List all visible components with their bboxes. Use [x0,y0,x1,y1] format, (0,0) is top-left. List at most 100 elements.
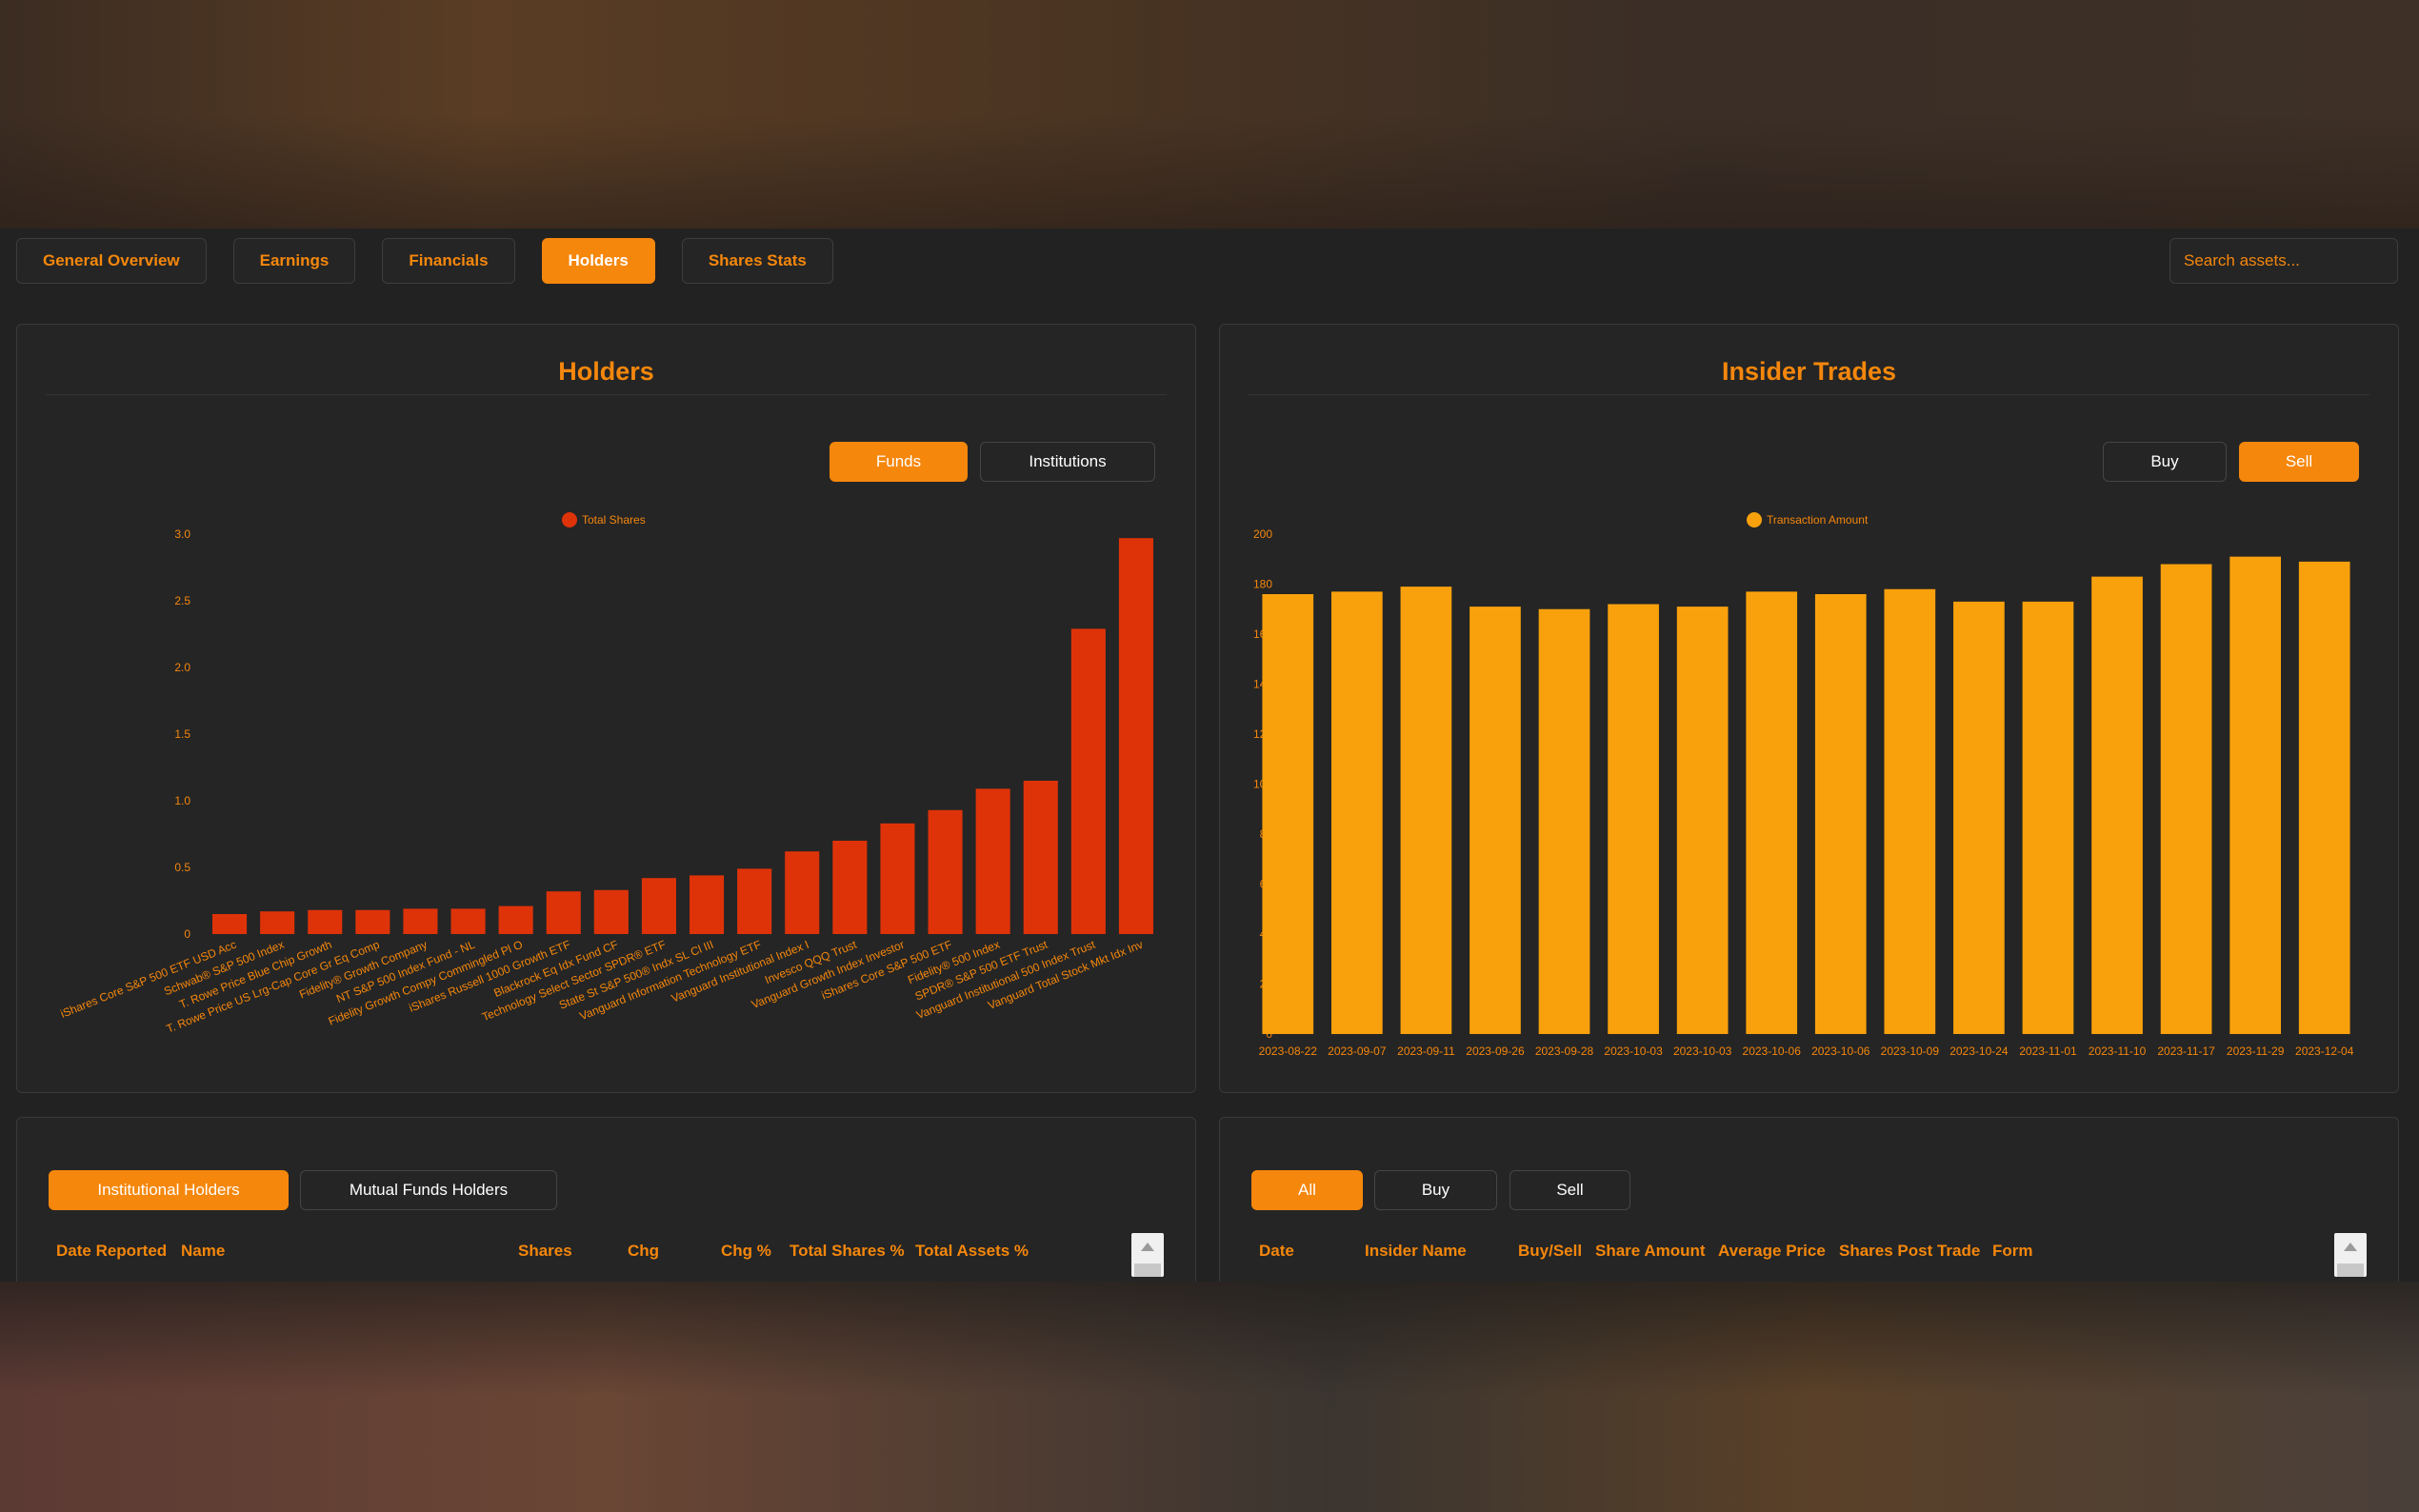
col-shares-post-trade[interactable]: Shares Post Trade [1839,1242,1981,1260]
x-tick-label: 2023-09-28 [1535,1044,1594,1058]
y-tick-label: 3.0 [174,527,190,541]
app-window: General Overview Earnings Financials Hol… [0,229,2419,1282]
chart-bar [737,868,772,934]
y-tick-label: 200 [1253,527,1272,541]
tab-general-overview[interactable]: General Overview [16,238,207,284]
tab-financials[interactable]: Financials [382,238,515,284]
col-insider-name[interactable]: Insider Name [1365,1242,1467,1260]
all-filter-toggle[interactable]: All [1251,1170,1363,1210]
insider-table-scrollbar[interactable] [2334,1233,2367,1277]
institutional-holders-toggle[interactable]: Institutional Holders [49,1170,289,1210]
col-shares[interactable]: Shares [518,1242,572,1260]
buy-filter-toggle[interactable]: Buy [1374,1170,1497,1210]
x-tick-label: 2023-09-07 [1328,1044,1387,1058]
chart-bar [832,841,868,934]
y-tick-label: 0 [184,927,190,941]
chart-bar [641,878,676,934]
chart-bar [212,914,248,934]
y-tick-label: 2.5 [174,594,190,607]
col-total-assets-percent[interactable]: Total Assets % [915,1242,1030,1260]
tab-shares-stats[interactable]: Shares Stats [681,238,833,284]
chart-bar [785,851,820,934]
chart-bar [880,823,915,934]
x-tick-label: 2023-10-03 [1673,1044,1732,1058]
chart-bar [1469,607,1521,1034]
y-tick-label: 1.0 [174,794,190,807]
funds-toggle[interactable]: Funds [830,442,968,482]
insider-table-panel: All Buy Sell Date Insider Name Buy/Sell … [1219,1117,2399,1282]
insider-panel: Insider Trades Buy Sell Transaction Amou… [1219,324,2399,1093]
holders-table-scrollbar[interactable] [1131,1233,1164,1277]
insider-chart: Transaction Amount0204060801001201401601… [1253,512,2354,1058]
chart-bar [1400,587,1452,1034]
chart-bar [308,909,343,934]
institutions-toggle[interactable]: Institutions [980,442,1155,482]
chart-bar [690,875,725,934]
x-tick-label: 2023-08-22 [1259,1044,1318,1058]
y-tick-label: 180 [1253,578,1272,591]
col-chg-percent[interactable]: Chg % [721,1242,771,1260]
y-tick-label: 0.5 [174,861,190,874]
buy-toggle[interactable]: Buy [2103,442,2227,482]
sell-toggle[interactable]: Sell [2239,442,2359,482]
legend-swatch [1747,512,1762,527]
col-total-shares-percent[interactable]: Total Shares % [790,1242,905,1260]
y-tick-label: 2.0 [174,661,190,674]
chart-bar [1953,601,2005,1034]
background-bottom [0,1282,2419,1512]
holders-panel: Holders Funds Institutions Total Shares 0… [16,324,1196,1093]
x-tick-label: 2023-10-06 [1743,1044,1802,1058]
nav-tabs: General Overview Earnings Financials Hol… [16,238,833,284]
scroll-up-icon[interactable] [1141,1243,1154,1251]
legend-label: Total Shares [582,513,646,527]
legend-label: Transaction Amount [1767,513,1869,527]
insider-title: Insider Trades [1249,344,2369,395]
chart-bar [2229,556,2282,1034]
col-date[interactable]: Date [1259,1242,1294,1260]
chart-bar [498,905,533,934]
scroll-thumb[interactable] [1134,1263,1161,1277]
chart-bar [1884,588,1936,1034]
sell-filter-toggle[interactable]: Sell [1509,1170,1630,1210]
y-tick-label: 1.5 [174,727,190,741]
chart-bar [975,788,1010,934]
chart-bar [450,908,486,934]
col-chg[interactable]: Chg [628,1242,660,1260]
chart-bar [1070,628,1106,934]
x-tick-label: 2023-11-10 [2089,1044,2147,1058]
chart-bar [1330,591,1383,1034]
chart-bar [2022,601,2074,1034]
chart-bar [593,889,629,934]
x-tick-label: 2023-10-03 [1604,1044,1663,1058]
chart-bar [2091,576,2143,1034]
chart-bar [1538,608,1590,1034]
mutual-funds-holders-toggle[interactable]: Mutual Funds Holders [300,1170,557,1210]
scroll-thumb[interactable] [2337,1263,2364,1277]
chart-bar [546,891,581,934]
x-tick-label: 2023-11-29 [2227,1044,2285,1058]
col-date-reported[interactable]: Date Reported [56,1242,168,1260]
scroll-up-icon[interactable] [2344,1243,2357,1251]
col-form[interactable]: Form [1992,1242,2033,1260]
chart-bar [1814,594,1867,1034]
x-tick-label: 2023-09-26 [1466,1044,1525,1058]
search-input[interactable] [2169,238,2398,284]
chart-bar [355,909,390,934]
chart-bar [2160,564,2212,1034]
tab-holders[interactable]: Holders [541,238,655,284]
x-tick-label: 2023-11-01 [2019,1044,2077,1058]
col-share-amount[interactable]: Share Amount [1595,1242,1706,1260]
x-tick-label: 2023-09-11 [1397,1044,1455,1058]
holders-table-panel: Institutional Holders Mutual Funds Holde… [16,1117,1196,1282]
x-tick-label: 2023-10-06 [1811,1044,1870,1058]
chart-bar [1023,781,1058,934]
col-average-price[interactable]: Average Price [1718,1242,1826,1260]
chart-bar [1746,591,1798,1034]
col-name[interactable]: Name [181,1242,226,1260]
chart-bar [1608,604,1659,1034]
chart-bar [403,908,438,934]
col-buy-sell[interactable]: Buy/Sell [1518,1242,1583,1260]
tab-earnings[interactable]: Earnings [232,238,356,284]
x-tick-label: 2023-12-04 [2295,1044,2354,1058]
chart-bar [2298,561,2350,1034]
